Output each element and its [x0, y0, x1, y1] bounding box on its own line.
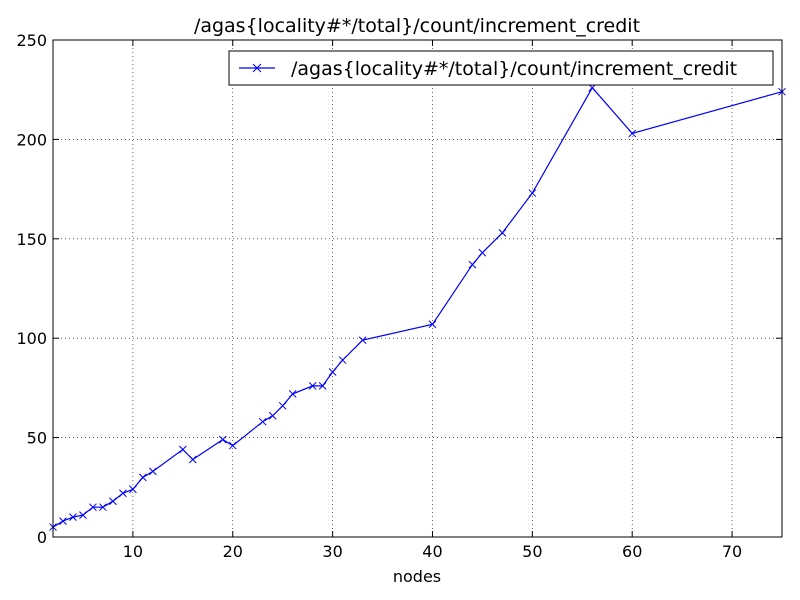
data-point	[498, 228, 507, 237]
axis-ticks: 10 20 30 40 50 60 70 0 50 100 150 200 250	[16, 31, 782, 561]
chart-title: /agas{locality#*/total}/count/increment_…	[194, 15, 640, 37]
data-point	[178, 445, 187, 454]
data-point	[99, 503, 107, 512]
y-tick-label: 250	[16, 31, 47, 50]
x-tick-label: 40	[422, 542, 442, 561]
data-point	[308, 382, 317, 390]
data-point	[268, 411, 277, 420]
x-tick-label: 10	[123, 542, 143, 561]
data-point	[188, 455, 197, 464]
legend: /agas{locality#*/total}/count/increment_…	[228, 50, 774, 86]
y-tick-label: 0	[37, 528, 47, 547]
data-point	[139, 473, 147, 482]
data-point	[129, 485, 137, 494]
legend-label: /agas{locality#*/total}/count/increment_…	[291, 58, 737, 80]
x-tick-label: 60	[622, 542, 642, 561]
x-tick-label: 50	[522, 542, 542, 561]
x-axis-label: nodes	[393, 567, 441, 586]
data-point	[428, 320, 437, 329]
plot-frame	[52, 39, 783, 538]
data-point	[258, 417, 267, 426]
data-point	[278, 401, 287, 410]
y-tick-label: 50	[27, 429, 47, 448]
data-point	[628, 129, 637, 138]
data-point	[358, 336, 367, 345]
x-tick-label: 70	[722, 542, 742, 561]
data-point	[328, 368, 337, 376]
legend-marker-sample	[252, 63, 262, 73]
data-point	[109, 497, 117, 506]
data-point	[119, 489, 127, 498]
legend-box	[228, 50, 774, 86]
data-point	[228, 441, 237, 450]
y-tick-label: 150	[16, 230, 47, 249]
data-point	[318, 382, 327, 390]
data-point	[149, 467, 157, 476]
data-point	[69, 513, 77, 521]
series-layer	[49, 83, 786, 531]
data-point	[468, 260, 477, 269]
data-point	[478, 248, 487, 257]
grid-lines	[53, 40, 782, 537]
x-tick-label: 30	[322, 542, 342, 561]
data-point	[338, 356, 347, 364]
data-point	[89, 503, 97, 512]
data-point	[59, 517, 67, 525]
series-line	[52, 86, 783, 528]
y-tick-label: 200	[16, 130, 47, 149]
x-tick-label: 20	[223, 542, 243, 561]
data-point	[218, 435, 227, 444]
data-point	[288, 390, 297, 398]
data-point	[528, 189, 537, 197]
y-tick-label: 100	[16, 329, 47, 348]
data-point	[79, 511, 87, 519]
